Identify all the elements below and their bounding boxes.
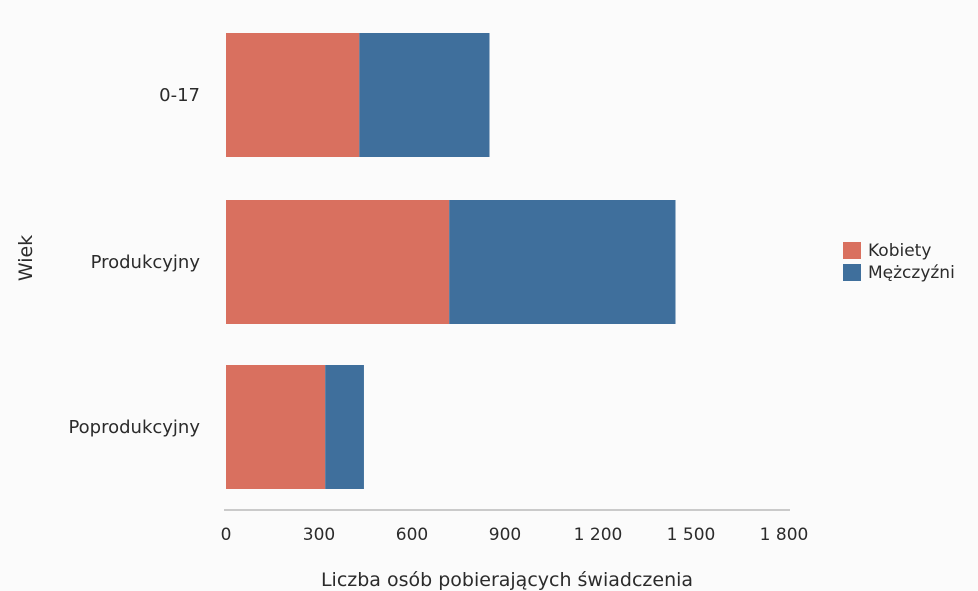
- legend-swatch-1: [843, 264, 861, 281]
- legend-label-1: Mężczyźni: [868, 263, 955, 283]
- plot-area: 0-17 Produkcyjny Poprodukcyjny 0 300 600 900 1…: [68, 33, 808, 545]
- x-tick-label-2: 600: [396, 525, 428, 545]
- bar-mezczyzni-2: [325, 365, 364, 489]
- x-tick-label-4: 1 200: [574, 525, 623, 545]
- x-axis-title: Liczba osób pobierających świadczenia: [321, 569, 693, 591]
- x-tick-label-1: 300: [303, 525, 335, 545]
- bar-kobiety-1: [226, 200, 449, 324]
- bar-mezczyzni-0: [359, 33, 489, 157]
- x-tick-label-6: 1 800: [760, 525, 809, 545]
- y-axis-title: Wiek: [15, 235, 37, 281]
- bar-kobiety-0: [226, 33, 359, 157]
- legend-swatch-0: [843, 242, 861, 259]
- x-tick-label-5: 1 500: [667, 525, 716, 545]
- category-label-2: Poprodukcyjny: [68, 417, 200, 438]
- category-labels: 0-17 Produkcyjny Poprodukcyjny: [68, 85, 200, 438]
- x-tick-labels: 0 300 600 900 1 200 1 500 1 800: [221, 525, 809, 545]
- bar-mezczyzni-1: [449, 200, 675, 324]
- bar-kobiety-2: [226, 365, 325, 489]
- x-tick-label-0: 0: [221, 525, 232, 545]
- bars: [226, 33, 676, 489]
- category-label-1: Produkcyjny: [91, 252, 201, 273]
- x-tick-label-3: 900: [489, 525, 521, 545]
- category-label-0: 0-17: [159, 85, 200, 106]
- legend-label-0: Kobiety: [868, 241, 931, 261]
